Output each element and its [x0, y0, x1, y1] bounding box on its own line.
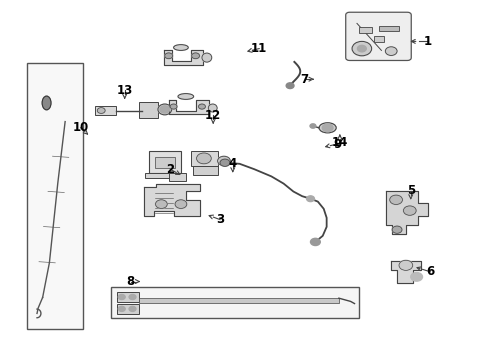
Circle shape	[175, 200, 186, 208]
Bar	[117, 304, 139, 314]
Bar	[155, 157, 174, 168]
Bar	[139, 102, 158, 118]
Ellipse shape	[208, 104, 217, 112]
FancyBboxPatch shape	[345, 12, 410, 60]
Circle shape	[217, 156, 230, 166]
Circle shape	[357, 45, 366, 52]
Ellipse shape	[319, 123, 336, 133]
Bar	[139, 298, 338, 303]
Ellipse shape	[42, 96, 51, 110]
Bar	[149, 151, 181, 173]
Text: 8: 8	[126, 275, 134, 288]
Circle shape	[129, 294, 136, 300]
Ellipse shape	[158, 104, 171, 115]
Circle shape	[164, 53, 172, 59]
Circle shape	[196, 153, 211, 164]
Circle shape	[160, 106, 169, 113]
Circle shape	[129, 306, 136, 311]
Text: 14: 14	[331, 136, 347, 149]
Circle shape	[306, 196, 314, 202]
Circle shape	[351, 41, 371, 56]
Bar	[193, 166, 217, 175]
Text: 12: 12	[204, 109, 221, 122]
Circle shape	[220, 159, 229, 166]
Bar	[27, 63, 83, 329]
Text: 9: 9	[333, 138, 341, 150]
Circle shape	[155, 200, 167, 208]
Circle shape	[322, 124, 332, 132]
Circle shape	[391, 226, 401, 233]
Circle shape	[389, 195, 402, 204]
Text: 1: 1	[423, 35, 431, 48]
Circle shape	[97, 108, 105, 113]
Circle shape	[198, 104, 205, 109]
Circle shape	[403, 206, 415, 215]
Bar	[145, 173, 172, 178]
Ellipse shape	[178, 94, 193, 99]
Bar	[373, 36, 383, 42]
Polygon shape	[168, 100, 208, 114]
Polygon shape	[144, 184, 200, 216]
Ellipse shape	[173, 45, 188, 50]
Text: 6: 6	[426, 265, 433, 278]
Circle shape	[309, 124, 315, 128]
Circle shape	[385, 47, 396, 55]
Circle shape	[191, 53, 199, 59]
Bar	[190, 151, 217, 166]
Bar	[378, 26, 398, 31]
Text: 5: 5	[406, 184, 414, 197]
Circle shape	[310, 238, 320, 246]
Text: 3: 3	[216, 213, 224, 226]
Circle shape	[170, 104, 177, 109]
Bar	[111, 287, 359, 318]
Bar	[95, 106, 116, 115]
Text: 10: 10	[72, 121, 89, 134]
Bar	[359, 27, 371, 33]
Circle shape	[285, 83, 293, 89]
Bar	[117, 292, 139, 302]
Circle shape	[118, 306, 125, 311]
Circle shape	[118, 294, 125, 300]
Circle shape	[410, 273, 422, 281]
Text: 2: 2	[166, 163, 174, 176]
Polygon shape	[386, 191, 427, 234]
Text: 7: 7	[300, 73, 308, 86]
Bar	[168, 173, 185, 181]
Polygon shape	[390, 261, 420, 283]
Text: 13: 13	[116, 84, 133, 96]
Text: 4: 4	[228, 157, 236, 170]
Circle shape	[398, 260, 412, 270]
Ellipse shape	[202, 53, 211, 62]
Polygon shape	[163, 50, 203, 65]
Text: 11: 11	[250, 42, 267, 55]
